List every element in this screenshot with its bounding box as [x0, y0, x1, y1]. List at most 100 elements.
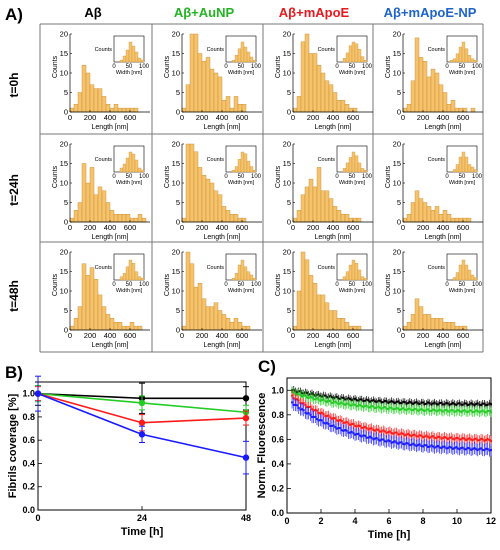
- data-point: [423, 403, 426, 406]
- y-tick-label: 1.0: [271, 385, 284, 395]
- inset-bar: [363, 60, 368, 63]
- histogram-bar: [77, 92, 83, 113]
- inset-bar: [249, 166, 254, 173]
- data-point: [329, 395, 332, 398]
- histogram-bar: [209, 68, 215, 113]
- data-point: [382, 438, 385, 441]
- data-point: [359, 403, 362, 406]
- x-tick-label: 600: [236, 331, 249, 340]
- x-tick-label: 600: [236, 223, 249, 232]
- inset-x-axis-label: Width [nm]: [116, 70, 143, 76]
- data-point: [299, 401, 302, 404]
- data-point: [334, 400, 337, 403]
- histogram-bar: [324, 302, 330, 331]
- histogram-bar: [181, 325, 187, 331]
- inset-y-axis-label: Counts: [207, 157, 225, 163]
- data-point: [481, 448, 484, 451]
- y-tick-label: 5: [64, 198, 68, 207]
- data-point: [433, 401, 436, 404]
- data-point: [463, 402, 466, 405]
- histogram-bar: [81, 163, 87, 223]
- data-point: [299, 408, 302, 411]
- data-point: [471, 403, 474, 406]
- data-point: [483, 449, 486, 452]
- data-point: [480, 447, 483, 450]
- data-point: [355, 425, 358, 428]
- data-point: [450, 436, 453, 439]
- histogram-bar: [185, 84, 191, 113]
- histogram-bar: [434, 206, 440, 223]
- data-point: [393, 408, 396, 411]
- data-point: [388, 440, 391, 443]
- histogram-bar: [189, 143, 195, 223]
- y-tick-label: 1.0: [22, 389, 35, 399]
- inset-bar: [470, 58, 475, 63]
- data-point: [490, 403, 492, 406]
- histogram-bar: [316, 64, 322, 113]
- histogram-bar: [422, 202, 428, 223]
- inset-x-tick-label: 100: [362, 174, 373, 180]
- data-point: [359, 434, 362, 437]
- data-point: [367, 399, 370, 402]
- histogram-bar: [332, 92, 338, 113]
- x-tick-label: 2: [318, 516, 323, 526]
- x-tick-label: 0: [68, 223, 72, 232]
- data-point: [455, 410, 458, 413]
- y-tick-label: 10: [283, 179, 291, 188]
- inset-bar: [119, 59, 124, 63]
- histogram-bar: [97, 88, 103, 113]
- histogram-bar: [454, 325, 460, 331]
- histogram-bar: [316, 294, 322, 331]
- data-point: [324, 422, 327, 425]
- histogram-bar: [189, 33, 195, 113]
- inset-bar: [249, 274, 254, 281]
- data-point: [304, 404, 307, 407]
- x-axis-label: Length [nm]: [92, 342, 129, 349]
- data-point: [438, 436, 441, 439]
- histogram-bar: [221, 314, 227, 331]
- histogram-bar: [225, 318, 231, 331]
- data-point: [342, 421, 345, 424]
- histogram-bar: [125, 107, 131, 113]
- inset-y-axis-label: Counts: [318, 157, 336, 163]
- data-point: [314, 408, 317, 411]
- data-point: [314, 398, 317, 401]
- data-point: [456, 436, 459, 439]
- x-tick-label: 200: [417, 223, 430, 232]
- inset-bar: [246, 160, 251, 173]
- inset-bar: [473, 277, 478, 281]
- data-point: [445, 436, 448, 439]
- data-point: [367, 406, 370, 409]
- inset-y-axis-label: Counts: [428, 47, 446, 53]
- histogram-bar: [93, 88, 99, 113]
- x-tick-label: 0: [180, 223, 184, 232]
- data-point: [441, 445, 444, 448]
- inset-bar: [134, 51, 139, 63]
- data-point: [408, 444, 411, 447]
- data-point: [398, 401, 401, 404]
- inset-x-tick-label: 50: [459, 174, 466, 180]
- data-point: [322, 413, 325, 416]
- data-point: [422, 445, 425, 448]
- histogram-bar: [197, 53, 203, 113]
- data-point: [475, 437, 478, 440]
- histogram-bar: [97, 186, 103, 223]
- data-point: [306, 412, 309, 415]
- histogram-bar: [438, 318, 444, 331]
- inset-x-axis-label: Width [nm]: [228, 288, 255, 294]
- inset-x-tick-label: 50: [459, 64, 466, 70]
- inset-x-tick-label: 0: [445, 64, 449, 70]
- inset-bar: [240, 41, 245, 63]
- inset-y-axis-label: Counts: [318, 265, 336, 271]
- data-point: [362, 400, 365, 403]
- x-axis-label: Length [nm]: [204, 342, 241, 349]
- data-point: [425, 402, 428, 405]
- data-point: [337, 403, 340, 406]
- data-point: [138, 431, 146, 438]
- data-point: [420, 401, 423, 404]
- y-axis-label: Norm. Fluorescence: [256, 393, 268, 499]
- y-tick-label: 5: [64, 306, 68, 315]
- histogram-bar: [402, 325, 408, 331]
- data-point: [375, 406, 378, 409]
